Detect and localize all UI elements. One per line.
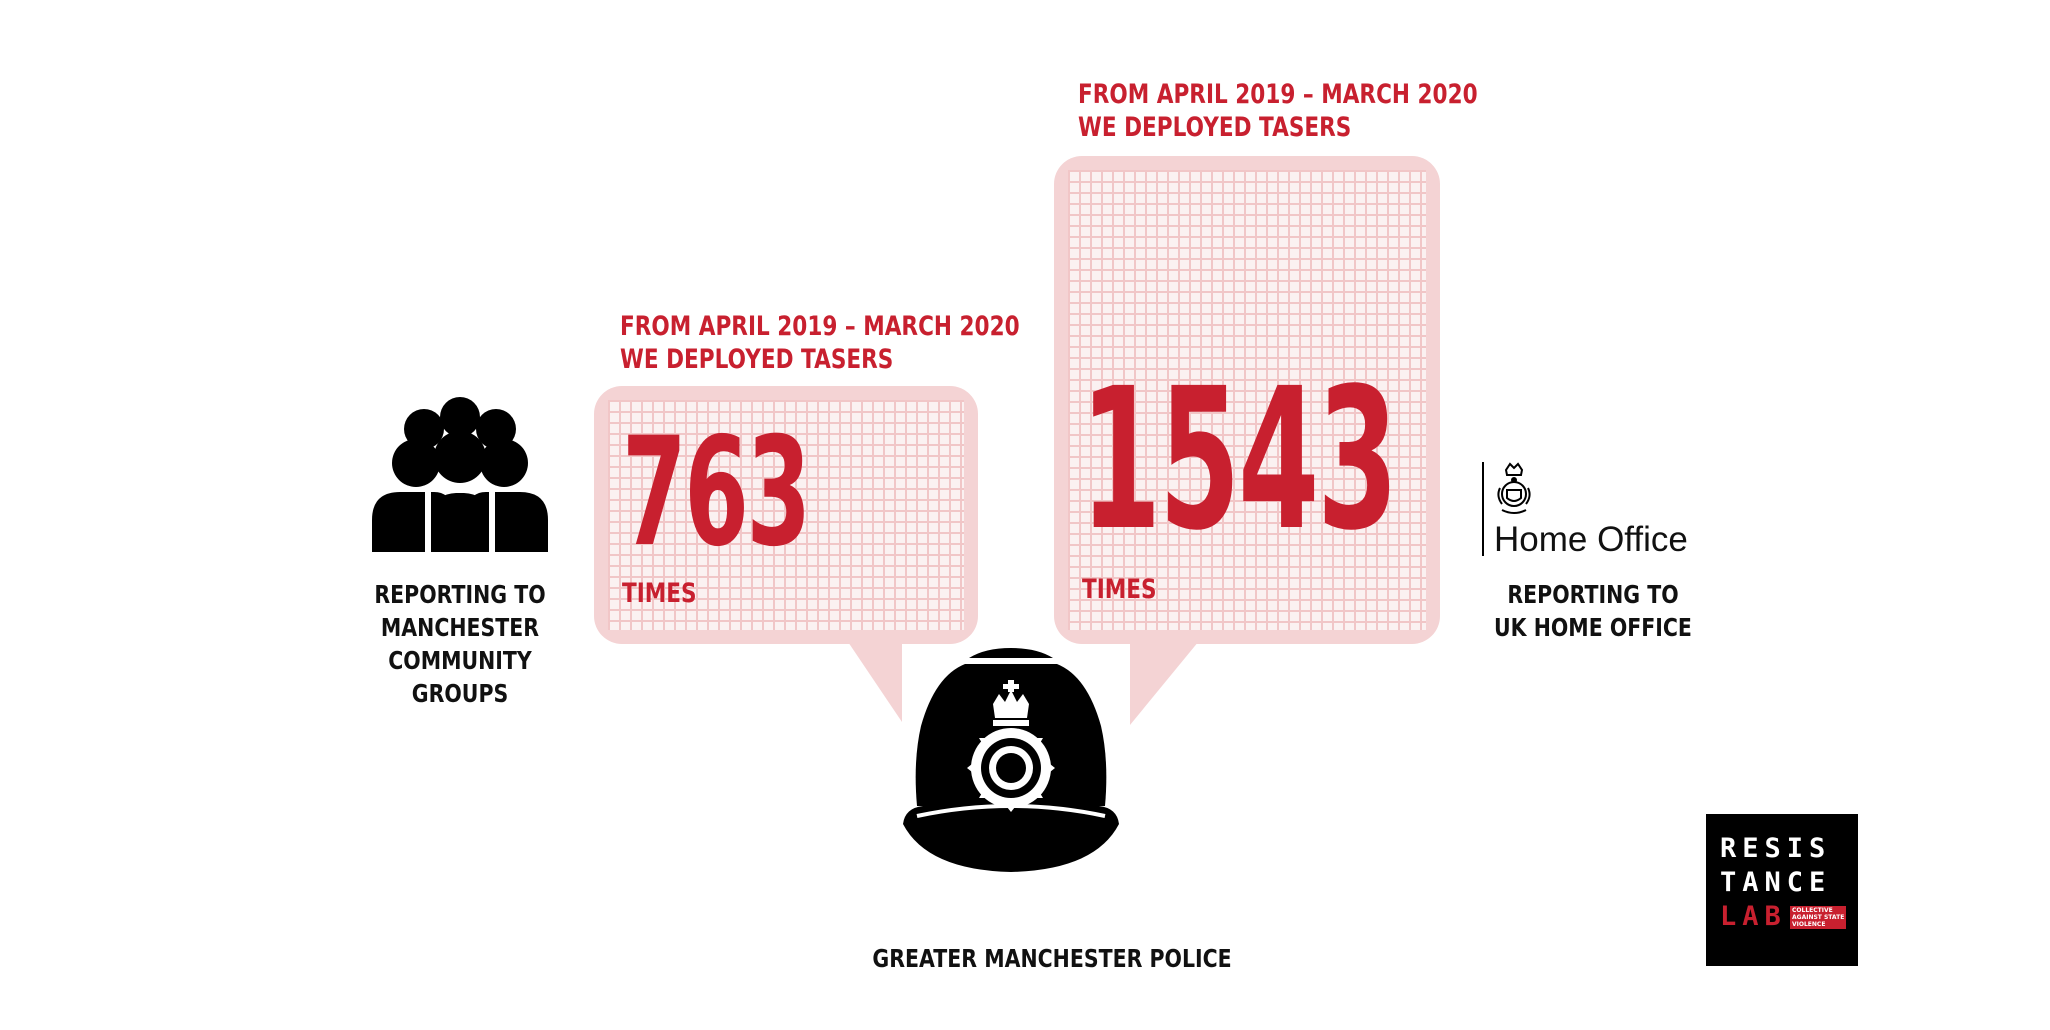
- people-group-icon: [372, 397, 548, 552]
- home-office-caption-line: REPORTING TO: [1507, 580, 1679, 609]
- home-office-logo-text: Home Office: [1494, 520, 1688, 559]
- right-bubble-tail: [1130, 630, 1208, 725]
- left-bubble-grid: [608, 400, 964, 630]
- logo-row-2: TANCE: [1720, 867, 1832, 898]
- right-bubble-heading: FROM APRIL 2019 – MARCH 2020 WE DEPLOYED…: [1078, 78, 1478, 144]
- home-office-caption: REPORTING TO UK HOME OFFICE: [1491, 578, 1696, 644]
- left-bubble-number: 763: [622, 406, 811, 580]
- logo-tagline-line: VIOLENCE: [1792, 921, 1826, 928]
- left-bubble-heading-line: FROM APRIL 2019 – MARCH 2020: [620, 311, 1020, 342]
- police-helmet-icon: [903, 648, 1119, 872]
- left-bubble-unit: TIMES: [622, 578, 697, 609]
- community-caption-line: REPORTING TO: [374, 580, 546, 609]
- right-bubble-unit: TIMES: [1082, 574, 1157, 605]
- community-caption-line: MANCHESTER: [380, 613, 540, 642]
- resistance-lab-logo: RESIS TANCE LAB COLLECTIVE AGAINST STATE…: [1706, 814, 1858, 966]
- right-bubble-heading-line: FROM APRIL 2019 – MARCH 2020: [1078, 79, 1478, 110]
- home-office-rule: [1482, 462, 1484, 556]
- home-office-caption-line: UK HOME OFFICE: [1494, 613, 1692, 642]
- right-bubble-number: 1543: [1080, 346, 1398, 573]
- right-bubble-heading-line: WE DEPLOYED TASERS: [1078, 112, 1352, 143]
- logo-tagline: COLLECTIVE AGAINST STATE VIOLENCE: [1790, 906, 1847, 929]
- left-bubble: 763 TIMES: [594, 386, 978, 644]
- right-bubble: 1543 TIMES: [1054, 156, 1440, 644]
- right-bubble-grid: [1068, 170, 1426, 630]
- left-bubble-heading: FROM APRIL 2019 – MARCH 2020 WE DEPLOYED…: [620, 310, 1020, 376]
- community-caption-line: COMMUNITY GROUPS: [388, 646, 532, 708]
- left-bubble-heading-line: WE DEPLOYED TASERS: [620, 344, 894, 375]
- left-bubble-tail: [840, 630, 902, 722]
- logo-row-1: RESIS: [1720, 833, 1832, 864]
- logo-tagline-line: COLLECTIVE: [1792, 907, 1833, 914]
- police-caption: GREATER MANCHESTER POLICE: [872, 944, 1232, 973]
- community-caption: REPORTING TO MANCHESTER COMMUNITY GROUPS: [353, 578, 566, 710]
- logo-tagline-line: AGAINST STATE: [1792, 914, 1845, 921]
- royal-crest-icon: [1497, 462, 1531, 514]
- logo-row-3: LAB: [1720, 901, 1787, 932]
